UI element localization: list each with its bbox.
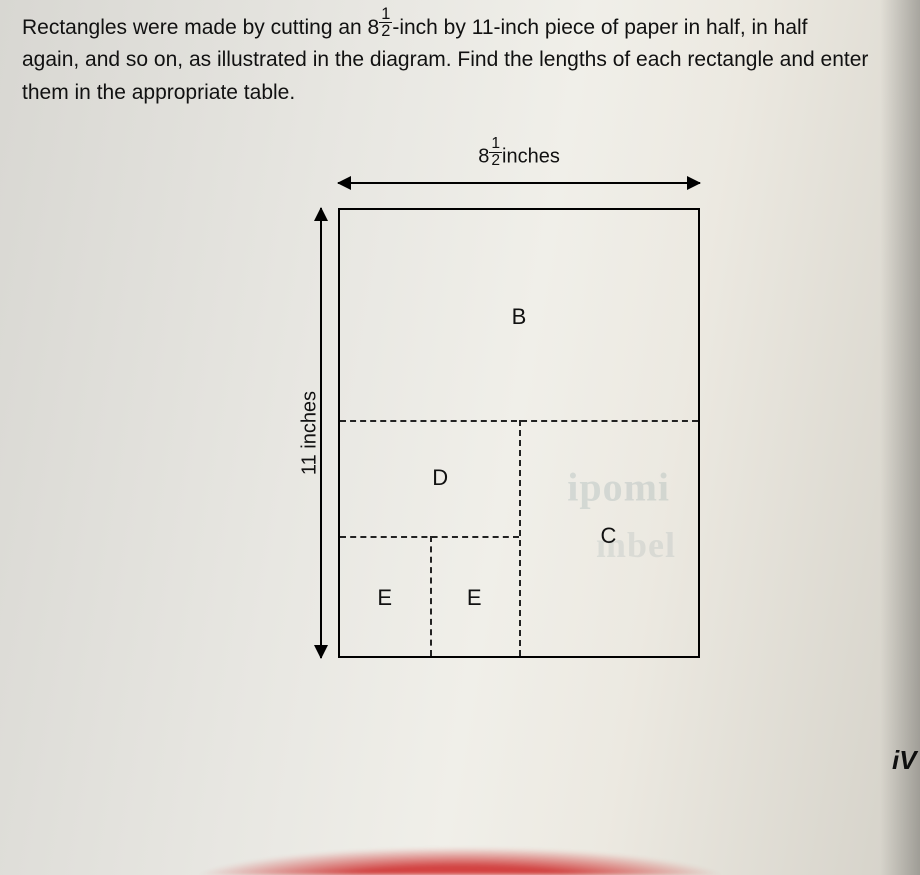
problem-line1a: Rectangles were made by cutting an xyxy=(22,16,368,39)
top-dimension-label: 812inches xyxy=(338,136,700,168)
watermark-text: ipomi xyxy=(567,463,670,510)
mixed-whole: 8 xyxy=(368,16,380,39)
cut-line-v-bottomleft xyxy=(430,536,432,656)
left-dimension-label: 11 inches xyxy=(299,391,322,475)
region-label-e2: E xyxy=(467,585,482,611)
cut-line-v-right xyxy=(519,420,521,656)
diagram: 812inches 11 inches ipomi mbel B C D E E xyxy=(280,160,700,658)
paper-rectangle: ipomi mbel B C D E E xyxy=(338,208,700,658)
region-label-c: C xyxy=(601,523,617,549)
bottom-red-glow xyxy=(180,847,740,875)
left-dimension: 11 inches xyxy=(280,208,338,658)
region-label-b: B xyxy=(512,304,527,330)
problem-line3: them in the appropriate table. xyxy=(22,81,295,104)
problem-text: Rectangles were made by cutting an 812-i… xyxy=(22,6,890,110)
region-label-e1: E xyxy=(377,585,392,611)
problem-line1b: -inch by 11-inch piece of paper in half,… xyxy=(392,16,807,39)
mixed-fraction: 12 xyxy=(379,6,392,40)
top-dimension: 812inches xyxy=(338,160,700,202)
horizontal-arrow xyxy=(338,182,700,184)
vertical-arrow xyxy=(320,208,322,658)
page-edge-shadow xyxy=(880,0,920,875)
region-label-d: D xyxy=(432,465,448,491)
problem-line2: again, and so on, as illustrated in the … xyxy=(22,48,868,71)
